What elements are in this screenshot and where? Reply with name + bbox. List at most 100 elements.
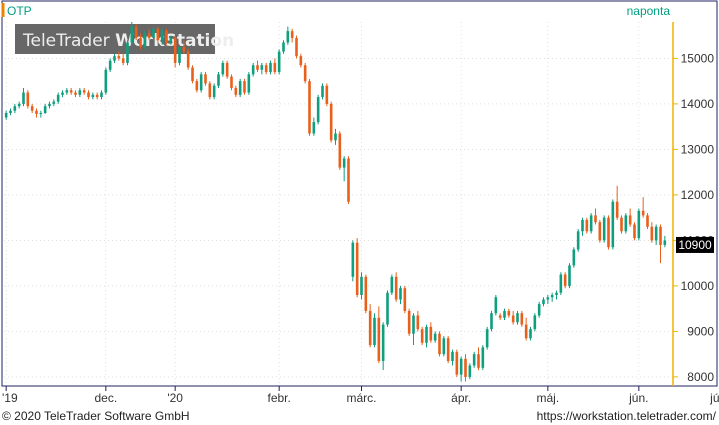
symbol-label[interactable]: OTP — [7, 4, 32, 18]
candle-body — [325, 85, 329, 104]
candle — [247, 72, 251, 95]
source-url[interactable]: https://workstation.teletrader.com/ — [536, 409, 716, 423]
candle — [364, 274, 368, 314]
x-tick-label: ápr. — [451, 391, 471, 405]
candle-body — [290, 31, 294, 38]
candle-body — [485, 329, 489, 348]
candle — [576, 229, 580, 252]
interval-label[interactable]: naponta — [627, 4, 671, 18]
candle — [108, 58, 112, 73]
candle-body — [173, 37, 177, 63]
candle — [607, 215, 610, 250]
candle-body — [455, 351, 459, 375]
candle-body — [312, 122, 316, 134]
candle-body — [416, 315, 420, 330]
candle — [4, 110, 8, 120]
candle — [459, 356, 463, 382]
candle-body — [520, 313, 524, 325]
candle — [286, 26, 290, 45]
candle-body — [498, 315, 502, 318]
candle-body — [234, 87, 238, 95]
candle-body — [308, 81, 311, 134]
candle-body — [429, 326, 433, 341]
candle-body — [61, 92, 64, 95]
candle — [589, 213, 593, 234]
candle-body — [139, 37, 142, 48]
candle-body — [169, 37, 173, 43]
candle — [503, 308, 506, 321]
candle-body — [516, 313, 519, 323]
candle — [633, 222, 636, 241]
candle — [368, 304, 372, 348]
candle-body — [212, 85, 216, 98]
candle — [251, 62, 255, 77]
candle — [420, 326, 424, 346]
candle — [143, 31, 147, 50]
candle — [585, 217, 589, 234]
candle-body — [368, 310, 372, 346]
candle-body — [329, 103, 333, 141]
candle-body — [628, 215, 632, 225]
candle-body — [594, 215, 597, 223]
candle — [312, 117, 316, 136]
candle — [316, 94, 320, 125]
candle-body — [217, 74, 220, 86]
candle-body — [243, 81, 246, 93]
candle-body — [381, 324, 385, 361]
candle — [464, 354, 467, 382]
candle — [104, 67, 108, 95]
candle-body — [152, 28, 155, 38]
candle — [308, 78, 311, 136]
candle — [394, 272, 398, 302]
candle — [204, 72, 207, 86]
candle-body — [48, 103, 51, 107]
candle — [663, 235, 667, 248]
candle-body — [316, 97, 320, 123]
candle-body — [507, 310, 511, 316]
candle-body — [338, 133, 342, 168]
y-tick-label: 9000 — [687, 324, 714, 338]
candle-body — [225, 62, 229, 77]
candle-body — [208, 83, 212, 98]
candle — [611, 199, 615, 250]
candle — [282, 40, 285, 54]
candle — [555, 290, 558, 300]
candle — [524, 317, 528, 341]
candle — [568, 263, 571, 289]
candle — [121, 53, 125, 66]
candle-body — [100, 92, 103, 98]
candle — [546, 295, 550, 305]
candle-body — [165, 31, 168, 43]
candle-body — [286, 31, 290, 43]
x-tick-label: jún. — [628, 391, 648, 405]
y-tick-label: 13000 — [681, 142, 715, 156]
candle — [17, 101, 21, 109]
candle — [295, 35, 298, 59]
candle — [533, 313, 537, 332]
candle-body — [602, 217, 606, 241]
candle-body — [104, 69, 108, 93]
candle-body — [611, 201, 615, 248]
candle-body — [568, 265, 571, 286]
candle — [477, 347, 480, 371]
candle-body — [559, 274, 563, 293]
candle — [641, 197, 645, 218]
candle — [264, 62, 268, 75]
candle — [516, 310, 519, 325]
candle-body — [511, 315, 515, 323]
candle — [511, 310, 515, 325]
y-axis: 80009000100001100012000130001400015000 — [673, 51, 714, 384]
candle — [95, 92, 99, 100]
candle-body — [386, 292, 389, 325]
candle-body — [351, 242, 355, 277]
candle — [22, 87, 25, 107]
candle — [373, 313, 376, 348]
current-price-label: 10900 — [678, 238, 712, 252]
candle-body — [22, 92, 25, 104]
candle-body — [199, 74, 203, 91]
candle — [195, 78, 199, 93]
candle — [381, 322, 385, 371]
candle-body — [481, 347, 485, 368]
candle — [403, 285, 407, 314]
candle — [498, 313, 502, 321]
